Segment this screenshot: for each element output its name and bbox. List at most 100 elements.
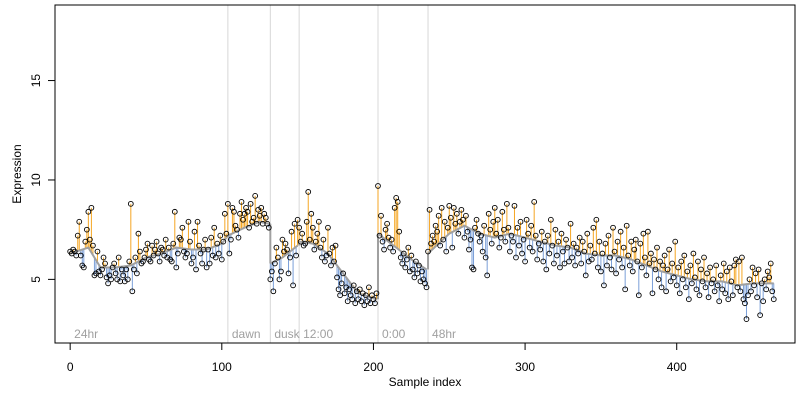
data-point (504, 200, 510, 207)
data-point (441, 218, 448, 225)
data-point (288, 228, 295, 235)
data-point (584, 230, 591, 237)
data-point (698, 266, 704, 273)
data-point (235, 234, 242, 241)
data-point (105, 280, 111, 287)
data-point (686, 296, 692, 303)
data-point (132, 254, 139, 261)
data-point (558, 230, 565, 237)
data-point (312, 238, 319, 245)
data-point (408, 252, 415, 259)
data-point (689, 280, 695, 287)
data-point (455, 230, 462, 237)
data-point (338, 280, 345, 287)
data-point (258, 204, 265, 211)
data-point (112, 270, 119, 277)
data-point (578, 260, 585, 267)
data-point (305, 189, 312, 195)
data-point (267, 276, 274, 283)
data-point (309, 224, 316, 231)
data-point (291, 220, 298, 227)
data-point (629, 268, 636, 275)
data-point (538, 228, 545, 235)
data-point (285, 270, 292, 277)
data-point (332, 242, 339, 249)
data-point (361, 302, 368, 309)
data-point (346, 286, 353, 293)
data-point (470, 266, 477, 273)
data-point (399, 260, 406, 267)
data-point (658, 284, 665, 291)
data-point (664, 266, 671, 273)
data-point (717, 272, 724, 279)
data-point (174, 250, 181, 257)
data-point (443, 248, 450, 255)
data-point (275, 254, 281, 261)
data-point (554, 252, 560, 259)
data-point (115, 254, 122, 261)
data-point (755, 266, 762, 273)
data-point (540, 258, 547, 265)
data-point (270, 288, 277, 295)
data-point (764, 268, 771, 275)
data-point (272, 260, 278, 267)
data-point (284, 246, 290, 253)
data-point (322, 258, 328, 265)
data-point (302, 240, 309, 247)
data-point (88, 204, 95, 211)
data-point (619, 264, 625, 271)
data-point (496, 244, 503, 251)
data-point (673, 282, 680, 289)
region-label: 24hr (74, 327, 98, 341)
data-point (337, 292, 343, 299)
data-point (551, 260, 557, 267)
data-point (743, 316, 750, 322)
data-point (211, 224, 218, 231)
data-points (67, 183, 777, 322)
data-point (317, 244, 324, 251)
data-point (193, 266, 199, 273)
data-point (188, 260, 195, 267)
data-point (564, 244, 571, 251)
data-point (541, 238, 548, 245)
data-point (595, 264, 601, 271)
data-point (94, 248, 101, 255)
data-point (238, 198, 245, 205)
data-point (607, 254, 613, 261)
data-point (413, 258, 419, 265)
x-tick-label: 200 (363, 360, 383, 374)
data-point (446, 202, 453, 209)
data-point (423, 284, 430, 291)
data-point (82, 238, 89, 245)
region-label: 0:00 (382, 327, 406, 341)
data-point (575, 250, 582, 257)
data-point (144, 240, 151, 247)
data-point (548, 216, 554, 223)
data-point (252, 193, 259, 199)
data-point (234, 226, 240, 233)
data-point (622, 286, 629, 293)
data-point (769, 288, 776, 295)
data-point (692, 274, 698, 281)
data-point (165, 244, 172, 251)
data-point (737, 288, 744, 295)
data-point (405, 244, 412, 251)
data-point (414, 270, 421, 277)
data-point (247, 200, 254, 207)
data-point (725, 296, 732, 303)
data-point (514, 224, 521, 231)
data-point (734, 284, 741, 291)
data-point (411, 274, 418, 281)
data-point (124, 276, 131, 283)
data-point (749, 264, 756, 271)
data-point (640, 230, 647, 237)
data-point (168, 258, 175, 265)
data-point (250, 214, 257, 221)
data-point (481, 222, 487, 229)
data-point (464, 228, 471, 235)
data-point (162, 236, 169, 243)
data-point (649, 290, 656, 297)
data-point (667, 278, 674, 285)
data-point (194, 218, 201, 225)
